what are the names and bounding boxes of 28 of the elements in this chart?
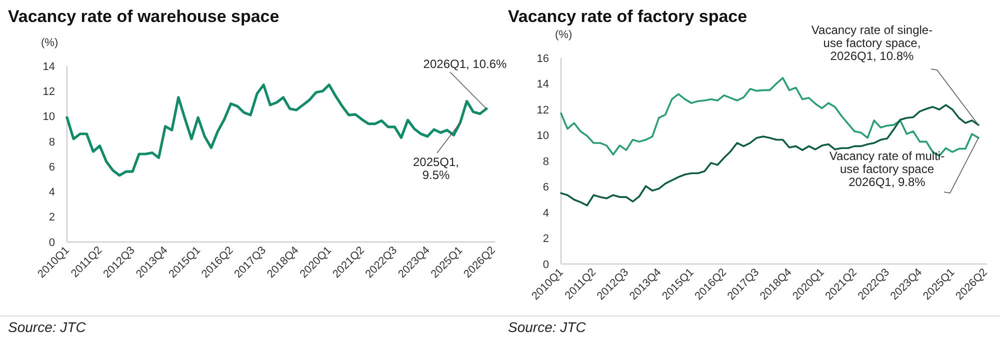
y-tick-label: 6	[48, 161, 55, 174]
y-tick-label: 14	[42, 60, 55, 73]
y-axis-title: (%)	[41, 37, 58, 49]
source-note: Source: JTC	[508, 319, 587, 335]
y-axis-title: (%)	[555, 29, 572, 41]
y-tick-label: 16	[536, 52, 549, 65]
annotation: Vacancy rate of multi- use factory space 2026Q1, 9.8%	[829, 149, 945, 189]
source-note: Source: JTC	[8, 319, 87, 335]
y-tick-label: 8	[48, 136, 55, 148]
chart-title: Vacancy rate of warehouse space	[8, 7, 280, 26]
y-tick-label: 14	[536, 78, 549, 91]
y-tick-label: 4	[48, 186, 55, 199]
line-series	[560, 104, 980, 206]
annotation: Vacancy rate of single- use factory space, 2026Q1, 10.8%	[811, 23, 933, 63]
annotation: 2026Q1, 10.6%	[423, 57, 508, 71]
annotation: 2025Q1, 9.5%	[412, 155, 460, 182]
y-tick-label: 2	[48, 212, 55, 224]
y-tick-label: 2	[542, 233, 549, 246]
y-tick-label: 0	[48, 236, 55, 249]
y-tick-label: 6	[542, 182, 549, 194]
y-tick-label: 0	[542, 258, 549, 271]
y-tick-label: 10	[536, 130, 549, 142]
y-tick-label: 10	[42, 111, 55, 124]
y-tick-label: 12	[42, 86, 55, 98]
y-tick-label: 4	[542, 207, 549, 220]
y-tick-label: 12	[536, 104, 549, 116]
chart-title: Vacancy rate of factory space	[508, 7, 748, 26]
y-tick-label: 8	[542, 156, 549, 168]
